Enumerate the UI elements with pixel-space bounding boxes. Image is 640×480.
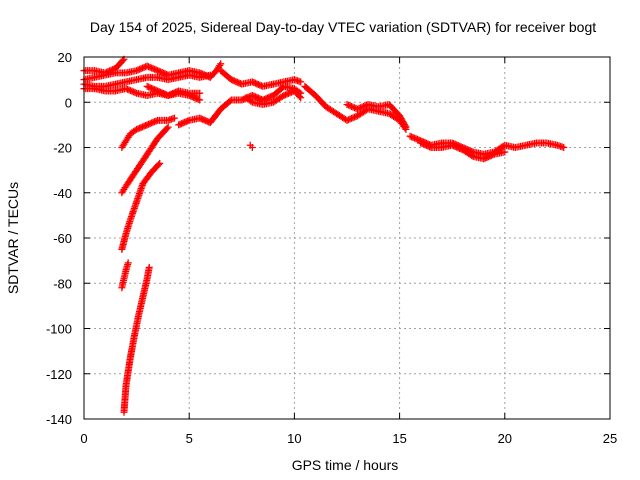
data-point <box>468 152 476 160</box>
data-point <box>297 78 305 86</box>
series-track-r <box>120 263 153 416</box>
y-axis-label: SDTVAR / TECUs <box>5 182 21 294</box>
data-point <box>297 94 305 102</box>
y-tick-label: -60 <box>53 231 72 246</box>
x-tick-label: 20 <box>498 431 512 446</box>
series-track-f <box>217 67 305 90</box>
data-point <box>155 161 163 169</box>
series-track-i <box>246 141 256 151</box>
data-point <box>196 89 204 97</box>
data-point <box>248 144 256 151</box>
x-tick-label: 15 <box>392 431 406 446</box>
y-tick-label: -120 <box>46 367 72 382</box>
y-tick-label: 0 <box>65 95 72 110</box>
series-track-o <box>118 123 172 197</box>
series-track-d <box>80 85 204 99</box>
x-axis-label: GPS time / hours <box>292 457 399 473</box>
series-track-h <box>242 87 305 109</box>
x-tick-label: 10 <box>287 431 301 446</box>
series-track-m <box>417 139 509 163</box>
data-point <box>206 71 214 79</box>
series-track-k <box>343 101 410 131</box>
data-points <box>80 55 568 416</box>
y-tick-label: -140 <box>46 412 72 427</box>
data-point <box>560 144 568 151</box>
data-point <box>163 124 171 132</box>
data-point <box>217 60 225 68</box>
series-track-n <box>118 114 178 151</box>
data-point <box>501 148 509 156</box>
y-tick-label: 20 <box>58 50 72 65</box>
data-point <box>247 97 255 105</box>
x-tick-label: 5 <box>186 431 193 446</box>
data-point <box>145 263 153 271</box>
data-point <box>124 259 132 267</box>
data-point <box>226 97 234 105</box>
y-tick-label: -40 <box>53 186 72 201</box>
data-point <box>295 92 303 100</box>
y-tick-label: -80 <box>53 276 72 291</box>
data-point <box>164 123 172 131</box>
data-point <box>401 122 409 130</box>
series-track-q <box>118 259 132 292</box>
x-tick-label: 25 <box>603 431 617 446</box>
chart-title: Day 154 of 2025, Sidereal Day-to-day VTE… <box>90 19 596 35</box>
series-track-e <box>143 82 204 104</box>
series-track-j <box>301 82 410 133</box>
plot-frame <box>83 56 611 420</box>
data-point <box>402 123 410 131</box>
series-track-p <box>118 159 164 253</box>
y-tick-label: -100 <box>46 322 72 337</box>
data-point <box>278 92 286 100</box>
data-point <box>119 57 127 65</box>
data-point <box>170 114 178 122</box>
data-point <box>156 159 164 167</box>
y-tick-label: -20 <box>53 141 72 156</box>
x-tick-label: 0 <box>80 431 87 446</box>
data-point <box>196 96 204 104</box>
axis-ticks: 0 5 10 15 20 25 20 0 -20 -40 -60 -80 -100 -120 -140 <box>46 50 617 446</box>
grid-lines <box>84 57 610 419</box>
